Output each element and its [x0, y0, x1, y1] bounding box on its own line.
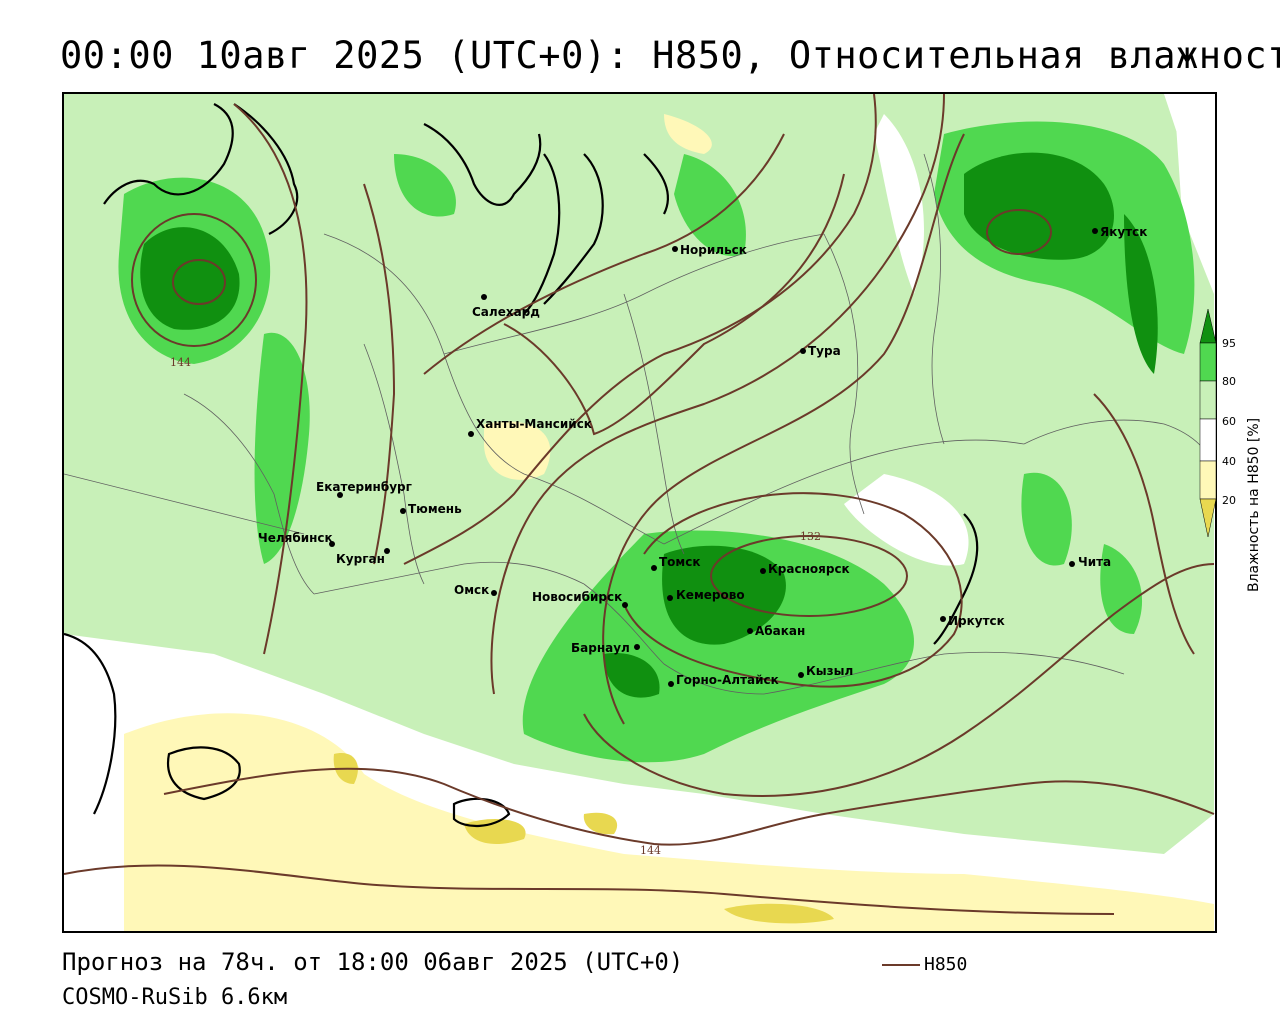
colorbar-normal	[1199, 418, 1217, 462]
city-markers: Норильск Якутск Салехард Тура Ханты-Манс…	[258, 225, 1147, 687]
very-wet-core-east	[964, 152, 1114, 260]
city-tyumen: Тюмень	[408, 502, 462, 516]
dry-zone	[124, 713, 1214, 931]
h850-line-sample	[882, 963, 920, 966]
humidity-colorbar	[1199, 308, 1217, 538]
contour-label-west: 144	[170, 356, 191, 369]
city-omsk: Омск	[454, 583, 489, 597]
map-panel: 144 132 144 Норильск Якутск Салехард Тур…	[62, 92, 1217, 933]
h850-line-legend: H850	[882, 954, 967, 975]
city-kyzyl: Кызыл	[806, 664, 853, 678]
city-krasnoyarsk: Красноярск	[768, 562, 850, 576]
city-yakutsk: Якутск	[1100, 225, 1147, 239]
city-tura: Тура	[808, 344, 841, 358]
colorbar-tick-80: 80	[1222, 375, 1236, 388]
region-borders	[64, 153, 1215, 695]
forecast-map: 144 132 144 Норильск Якутск Салехард Тур…	[64, 94, 1215, 931]
colorbar-tick-40: 40	[1222, 455, 1236, 468]
model-name: COSMO-RuSib 6.6км	[62, 985, 288, 1010]
city-gorno-altaysk: Горно-Алтайск	[676, 673, 779, 687]
city-tomsk: Томск	[659, 555, 701, 569]
city-irkutsk: Иркутск	[948, 614, 1005, 628]
city-chita: Чита	[1078, 555, 1111, 569]
colorbar-tick-95: 95	[1222, 337, 1236, 350]
forecast-info: Прогноз на 78ч. от 18:00 06авг 2025 (UTC…	[62, 948, 684, 976]
colorbar-wet	[1199, 342, 1217, 382]
city-ekaterinburg: Екатеринбург	[316, 480, 412, 494]
contour-label-central: 132	[800, 530, 821, 543]
city-khanty-mansiysk: Ханты-Мансийск	[476, 417, 592, 431]
h850-contours	[64, 94, 1215, 915]
wet-zone-central	[522, 530, 914, 763]
city-salekhard: Салехард	[472, 305, 540, 319]
h850-line-label: H850	[924, 954, 968, 975]
coastlines	[64, 103, 979, 828]
city-kemerovo: Кемерово	[676, 588, 745, 602]
map-title: 00:00 10авг 2025 (UTC+0): H850, Относите…	[60, 34, 1280, 77]
colorbar-top-arrow	[1199, 308, 1217, 344]
city-kurgan: Курган	[336, 552, 385, 566]
colorbar-tick-20: 20	[1222, 494, 1236, 507]
moist-zone	[64, 94, 1214, 854]
colorbar-bottom-arrow	[1199, 498, 1217, 538]
city-chelyabinsk: Челябинск	[258, 531, 333, 545]
colorbar-tick-60: 60	[1222, 415, 1236, 428]
very-wet-core-west	[140, 227, 240, 330]
city-abakan: Абакан	[755, 624, 805, 638]
city-novosibirsk: Новосибирск	[532, 590, 622, 604]
city-norilsk: Норильск	[680, 243, 747, 257]
colorbar-dry	[1199, 460, 1217, 500]
colorbar-moist	[1199, 380, 1217, 420]
colorbar-title: Влажность на H850 [%]	[1246, 417, 1262, 592]
city-barnaul: Барнаул	[571, 641, 630, 655]
contour-label-south: 144	[640, 844, 661, 857]
